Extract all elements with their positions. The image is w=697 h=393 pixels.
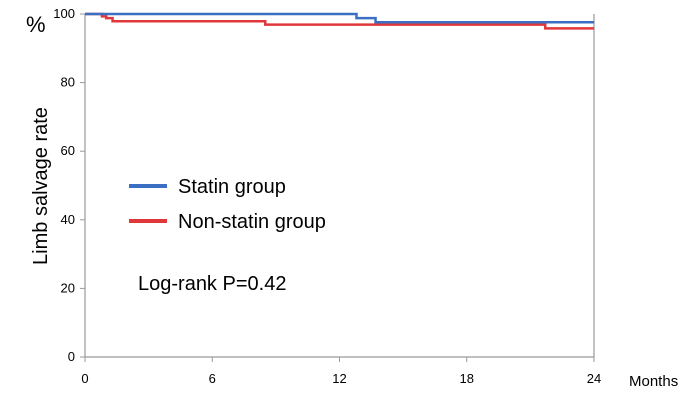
y-tick-label: 40 [61,212,75,227]
non-statin-series-line [85,12,594,30]
y-tick-label: 20 [61,280,75,295]
logrank-annotation: Log-rank P=0.42 [138,273,286,295]
legend: Statin group Non-statin group [129,176,326,233]
x-tick-label: 0 [81,371,88,386]
y-axis-label: Limb salvage rate [30,107,52,265]
legend-label-statin: Statin group [178,176,286,198]
y-tick-label: 60 [61,143,75,158]
y-tick-label: 100 [53,6,75,21]
ticks: 0 20 40 60 80 100 0 6 12 18 24 [53,6,601,386]
y-tick-label: 0 [68,349,75,364]
series-lines [85,12,594,30]
x-tick-label: 12 [332,371,346,386]
x-tick-label: 24 [587,371,601,386]
x-axis-label: Months [629,373,678,390]
y-tick-label: 80 [61,75,75,90]
legend-label-non-statin: Non-statin group [178,211,326,233]
x-tick-label: 18 [460,371,474,386]
statin-series-line [85,12,594,24]
y-unit-label: % [26,12,46,37]
x-tick-label: 6 [209,371,216,386]
